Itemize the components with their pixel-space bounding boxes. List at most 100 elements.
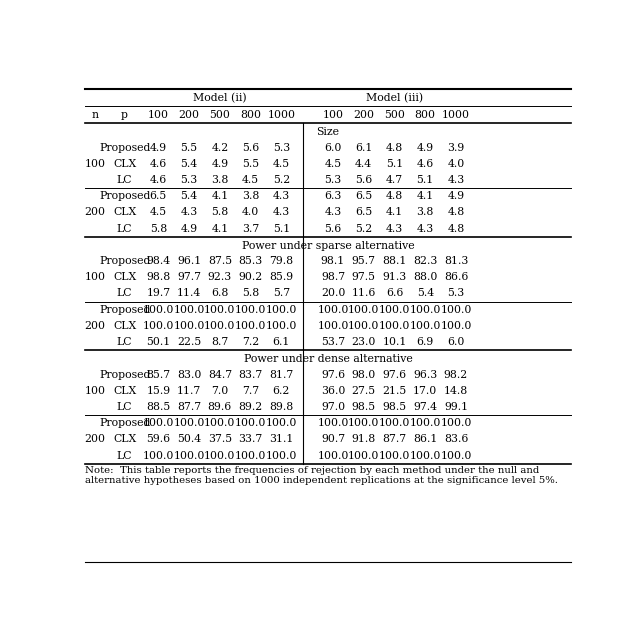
Text: 36.0: 36.0 <box>321 386 345 396</box>
Text: 4.3: 4.3 <box>180 207 198 218</box>
Text: 100.0: 100.0 <box>143 418 174 428</box>
Text: 5.6: 5.6 <box>324 223 342 234</box>
Text: 6.9: 6.9 <box>417 337 434 347</box>
Text: 21.5: 21.5 <box>382 386 406 396</box>
Text: 200: 200 <box>84 434 106 444</box>
Text: Proposed: Proposed <box>99 142 150 152</box>
Text: 100.0: 100.0 <box>235 450 266 461</box>
Text: 200: 200 <box>84 207 106 218</box>
Text: 100.0: 100.0 <box>235 305 266 315</box>
Text: 100.0: 100.0 <box>440 450 472 461</box>
Text: 91.3: 91.3 <box>382 272 406 282</box>
Text: 17.0: 17.0 <box>413 386 437 396</box>
Text: 100.0: 100.0 <box>410 418 441 428</box>
Text: 88.5: 88.5 <box>147 402 170 412</box>
Text: 7.0: 7.0 <box>211 386 228 396</box>
Text: 100: 100 <box>323 110 344 121</box>
Text: Model (iii): Model (iii) <box>366 93 423 103</box>
Text: Proposed: Proposed <box>99 369 150 380</box>
Text: 100: 100 <box>148 110 169 121</box>
Text: 98.5: 98.5 <box>383 402 406 412</box>
Text: 4.5: 4.5 <box>324 159 342 169</box>
Text: 5.5: 5.5 <box>242 159 259 169</box>
Text: Power under sparse alternative: Power under sparse alternative <box>242 241 414 251</box>
Text: 50.4: 50.4 <box>177 434 201 444</box>
Text: p: p <box>121 110 128 121</box>
Text: 100.0: 100.0 <box>379 305 410 315</box>
Text: 500: 500 <box>384 110 405 121</box>
Text: 97.6: 97.6 <box>321 369 345 380</box>
Text: 4.5: 4.5 <box>150 207 167 218</box>
Text: 100.0: 100.0 <box>317 450 349 461</box>
Text: 100.0: 100.0 <box>317 418 349 428</box>
Text: 4.3: 4.3 <box>386 223 403 234</box>
Text: 7.2: 7.2 <box>242 337 259 347</box>
Text: 100.0: 100.0 <box>266 450 297 461</box>
Text: 4.6: 4.6 <box>417 159 434 169</box>
Text: 100: 100 <box>84 386 106 396</box>
Text: 3.7: 3.7 <box>242 223 259 234</box>
Text: 99.1: 99.1 <box>444 402 468 412</box>
Text: 14.8: 14.8 <box>444 386 468 396</box>
Text: LC: LC <box>117 337 132 347</box>
Text: 22.5: 22.5 <box>177 337 201 347</box>
Text: 88.1: 88.1 <box>382 256 406 266</box>
Text: 4.3: 4.3 <box>447 175 465 185</box>
Text: 4.9: 4.9 <box>150 142 167 152</box>
Text: 4.9: 4.9 <box>417 142 434 152</box>
Text: 5.4: 5.4 <box>180 159 198 169</box>
Text: 100.0: 100.0 <box>379 418 410 428</box>
Text: 100.0: 100.0 <box>266 418 297 428</box>
Text: 98.5: 98.5 <box>351 402 376 412</box>
Text: 5.2: 5.2 <box>273 175 290 185</box>
Text: 5.7: 5.7 <box>273 288 290 299</box>
Text: Size: Size <box>317 127 339 137</box>
Text: 89.6: 89.6 <box>208 402 232 412</box>
Text: 4.8: 4.8 <box>447 207 465 218</box>
Text: 7.7: 7.7 <box>242 386 259 396</box>
Text: 81.7: 81.7 <box>269 369 294 380</box>
Text: 87.7: 87.7 <box>177 402 201 412</box>
Text: 92.3: 92.3 <box>208 272 232 282</box>
Text: 5.4: 5.4 <box>417 288 434 299</box>
Text: 100.0: 100.0 <box>235 418 266 428</box>
Text: 83.6: 83.6 <box>444 434 468 444</box>
Text: 5.8: 5.8 <box>211 207 228 218</box>
Text: 100.0: 100.0 <box>143 321 174 331</box>
Text: 4.3: 4.3 <box>417 223 434 234</box>
Text: 100.0: 100.0 <box>204 450 236 461</box>
Text: 88.0: 88.0 <box>413 272 437 282</box>
Text: 96.1: 96.1 <box>177 256 201 266</box>
Text: 33.7: 33.7 <box>239 434 263 444</box>
Text: 90.2: 90.2 <box>239 272 263 282</box>
Text: 4.8: 4.8 <box>447 223 465 234</box>
Text: 4.6: 4.6 <box>150 159 167 169</box>
Text: 100.0: 100.0 <box>266 321 297 331</box>
Text: 98.2: 98.2 <box>444 369 468 380</box>
Text: 6.0: 6.0 <box>447 337 465 347</box>
Text: 4.7: 4.7 <box>386 175 403 185</box>
Text: 84.7: 84.7 <box>208 369 232 380</box>
Text: 86.1: 86.1 <box>413 434 437 444</box>
Text: 4.8: 4.8 <box>386 191 403 201</box>
Text: 5.1: 5.1 <box>386 159 403 169</box>
Text: 3.8: 3.8 <box>211 175 228 185</box>
Text: 6.6: 6.6 <box>386 288 403 299</box>
Text: 100.0: 100.0 <box>143 305 174 315</box>
Text: 98.0: 98.0 <box>351 369 376 380</box>
Text: 11.7: 11.7 <box>177 386 201 396</box>
Text: Note:  This table reports the frequencies of rejection by each method under the : Note: This table reports the frequencies… <box>85 466 558 485</box>
Text: 85.9: 85.9 <box>269 272 293 282</box>
Text: 4.1: 4.1 <box>211 191 228 201</box>
Text: 6.5: 6.5 <box>150 191 167 201</box>
Text: 5.1: 5.1 <box>417 175 434 185</box>
Text: 5.5: 5.5 <box>180 142 198 152</box>
Text: 5.4: 5.4 <box>180 191 198 201</box>
Text: 4.5: 4.5 <box>273 159 290 169</box>
Text: 4.1: 4.1 <box>386 207 403 218</box>
Text: LC: LC <box>117 450 132 461</box>
Text: 100.0: 100.0 <box>173 305 205 315</box>
Text: 4.4: 4.4 <box>355 159 372 169</box>
Text: 100.0: 100.0 <box>410 321 441 331</box>
Text: 100.0: 100.0 <box>348 418 380 428</box>
